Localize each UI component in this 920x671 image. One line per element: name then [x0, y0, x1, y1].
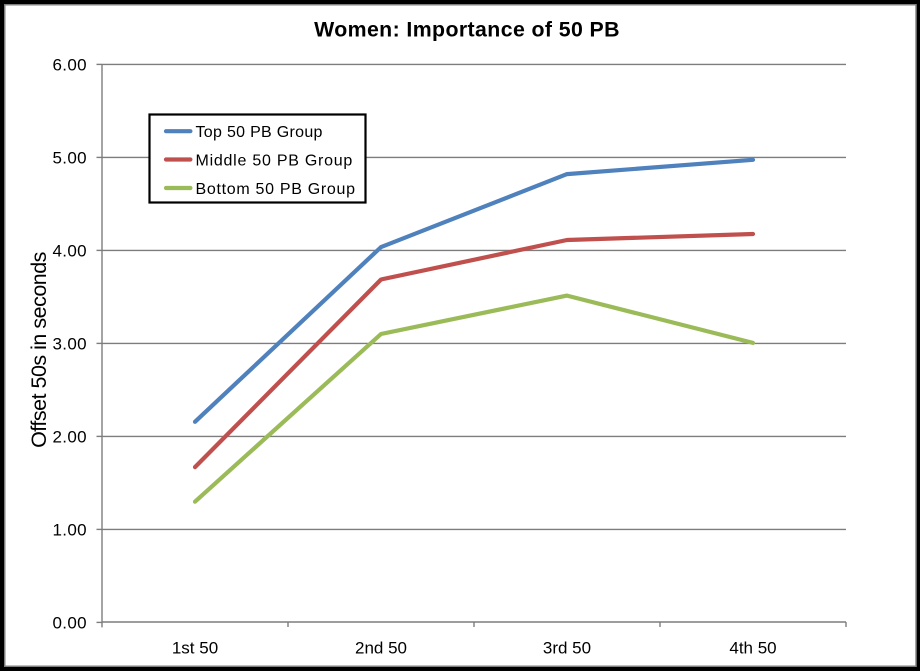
svg-text:1st 50: 1st 50	[172, 638, 218, 657]
svg-text:2nd 50: 2nd 50	[355, 638, 407, 657]
svg-text:2.00: 2.00	[53, 428, 88, 447]
svg-text:5.00: 5.00	[53, 149, 88, 168]
svg-text:3.00: 3.00	[53, 335, 88, 354]
svg-text:3rd 50: 3rd 50	[543, 638, 591, 657]
svg-text:Women: Importance of 50 PB: Women: Importance of 50 PB	[314, 18, 620, 42]
svg-text:Offset 50s in seconds: Offset 50s in seconds	[27, 252, 51, 448]
svg-text:Bottom 50 PB Group: Bottom 50 PB Group	[196, 181, 356, 198]
svg-text:4th 50: 4th 50	[729, 638, 776, 657]
svg-text:0.00: 0.00	[53, 614, 88, 633]
svg-text:1.00: 1.00	[53, 521, 88, 540]
svg-text:Top 50 PB Group: Top 50 PB Group	[196, 124, 323, 141]
svg-text:6.00: 6.00	[53, 56, 88, 75]
svg-text:Middle 50 PB Group: Middle 50 PB Group	[196, 153, 354, 170]
svg-text:4.00: 4.00	[53, 242, 88, 261]
